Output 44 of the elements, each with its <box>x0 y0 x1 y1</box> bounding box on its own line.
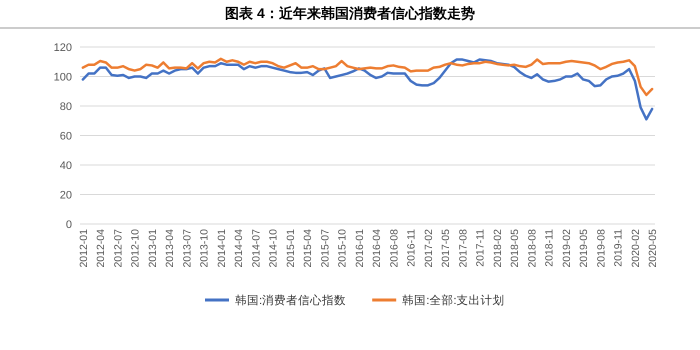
x-tick-label: 2019-11 <box>612 228 625 267</box>
x-tick-label: 2017-05 <box>440 228 452 268</box>
x-tick-label: 2013-04 <box>164 228 176 268</box>
x-tick-label: 2016-11 <box>406 228 418 267</box>
chart-title: 图表 4：近年来韩国消费者信心指数走势 <box>225 5 475 21</box>
x-tick-label: 2013-01 <box>146 228 159 268</box>
x-tick-label: 2020-02 <box>630 228 642 268</box>
y-tick-label: 100 <box>54 72 72 84</box>
x-tick-label: 2013-10 <box>198 228 211 268</box>
x-tick-label: 2018-11 <box>544 228 556 267</box>
x-tick-label: 2014-07 <box>250 228 262 268</box>
y-tick-label: 120 <box>54 42 72 54</box>
x-tick-label: 2015-04 <box>302 228 314 268</box>
x-tick-label: 2017-02 <box>422 228 435 268</box>
x-tick-label: 2018-05 <box>509 228 522 268</box>
x-tick-label: 2016-08 <box>388 228 400 268</box>
x-tick-label: 2016-04 <box>371 228 384 268</box>
x-tick-label: 2012-10 <box>130 228 142 268</box>
x-tick-label: 2017-08 <box>457 228 470 268</box>
x-tick-label: 2014-10 <box>268 228 280 268</box>
y-tick-label: 0 <box>66 219 72 231</box>
x-tick-label: 2019-08 <box>595 228 608 268</box>
x-tick-label: 2015-01 <box>284 228 297 268</box>
x-tick-label: 2018-08 <box>526 228 538 268</box>
x-tick-label: 2014-01 <box>216 228 228 268</box>
x-tick-label: 2018-02 <box>492 228 504 268</box>
x-tick-label: 2015-07 <box>319 228 332 268</box>
legend-label: 韩国:全部:支出计划 <box>402 293 505 307</box>
y-tick-label: 60 <box>60 130 72 142</box>
x-tick-label: 2019-02 <box>560 228 573 268</box>
x-tick-label: 2015-10 <box>336 228 349 268</box>
x-tick-label: 2012-07 <box>112 228 124 268</box>
x-tick-label: 2014-04 <box>233 228 246 268</box>
y-tick-label: 20 <box>60 190 72 202</box>
x-tick-label: 2019-05 <box>578 228 590 268</box>
x-tick-label: 2020-05 <box>647 228 660 268</box>
x-tick-label: 2012-04 <box>95 228 108 268</box>
y-tick-label: 80 <box>60 101 72 113</box>
x-tick-label: 2017-11 <box>474 228 487 267</box>
y-tick-label: 40 <box>60 160 72 172</box>
x-tick-label: 2012-01 <box>78 228 90 268</box>
x-tick-label: 2016-01 <box>354 228 366 268</box>
legend-label: 韩国:消费者信心指数 <box>235 293 346 307</box>
x-tick-label: 2013-07 <box>181 228 194 268</box>
